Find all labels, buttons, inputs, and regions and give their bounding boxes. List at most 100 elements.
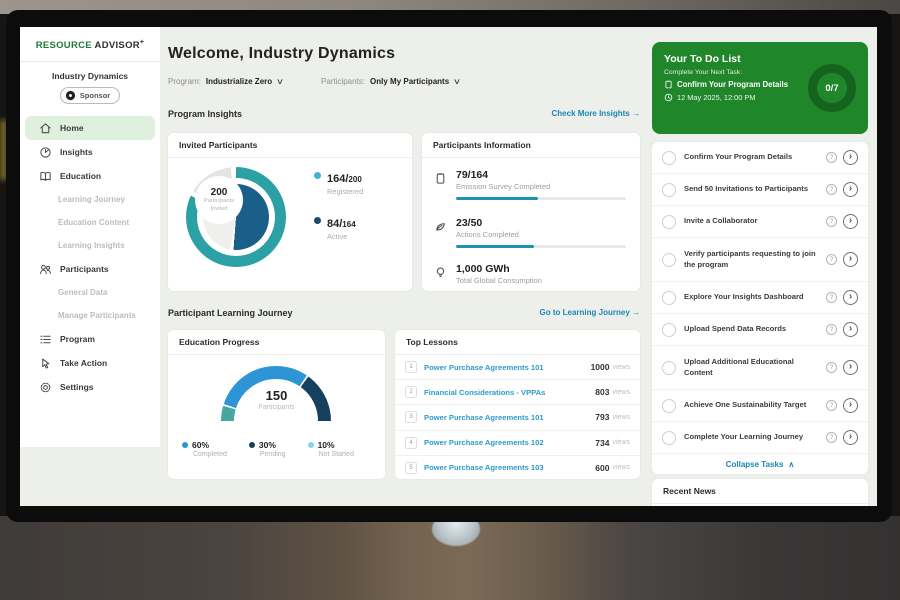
todo-due-date: 12 May 2025, 12:00 PM — [664, 93, 788, 102]
lesson-link[interactable]: Power Purchase Agreements 103 — [424, 463, 544, 473]
checkbox[interactable] — [662, 290, 676, 305]
chevron-right-button[interactable]: › — [843, 430, 858, 445]
gauge-label: Participants — [258, 404, 295, 411]
sidebar-item-label: Participants — [60, 264, 109, 275]
todo-item[interactable]: Upload Additional Educational Content ? … — [652, 346, 868, 390]
chevron-right-button[interactable]: › — [843, 214, 858, 229]
todo-progress-ring: 0/7 — [808, 64, 856, 112]
chevron-up-icon: ∧ — [788, 459, 795, 469]
help-icon[interactable]: ? — [826, 152, 837, 163]
sponsor-badge-label: Sponsor — [79, 91, 111, 101]
todo-item[interactable]: Invite a Collaborator ? › — [652, 206, 868, 238]
logo-advisor: ADVISOR+ — [94, 39, 145, 52]
checkbox[interactable] — [662, 430, 676, 445]
todo-next-task: Confirm Your Program Details — [664, 80, 788, 89]
chevron-down-icon: ∨ — [453, 77, 462, 86]
todo-title: Your To Do List — [664, 53, 741, 65]
sidebar-item-learning-journey[interactable]: Learning Journey — [20, 188, 160, 211]
check-more-insights-link[interactable]: Check More Insights → — [551, 109, 640, 118]
todo-summary-card: Your To Do List Complete Your Next Task:… — [652, 42, 868, 134]
checkbox[interactable] — [662, 398, 676, 413]
todo-item[interactable]: Verify participants requesting to join t… — [652, 238, 868, 282]
checkbox[interactable] — [662, 322, 676, 337]
help-icon[interactable]: ? — [826, 400, 837, 411]
participants-filter[interactable]: Participants: Only My Participants ∨ — [321, 77, 462, 86]
sidebar-item-label: Manage Participants — [58, 311, 136, 321]
todo-item[interactable]: Send 50 Invitations to Participants ? › — [652, 174, 868, 206]
lesson-views: 803 — [595, 387, 610, 398]
lesson-link[interactable]: Financial Considerations - VPPAs — [424, 387, 546, 397]
chevron-right-button[interactable]: › — [843, 290, 858, 305]
education-icon — [39, 170, 52, 183]
chevron-right-button[interactable]: › — [843, 252, 858, 267]
help-icon[interactable]: ? — [826, 216, 837, 227]
participants-filter-label: Participants: — [321, 77, 366, 86]
help-icon[interactable]: ? — [826, 324, 837, 335]
progress-fill — [456, 197, 538, 200]
legend-item-not-started: 10% Not Started — [307, 440, 354, 458]
sidebar-item-settings[interactable]: Settings — [25, 375, 155, 399]
legend-item-pending: 30% Pending — [248, 440, 286, 458]
chevron-right-button[interactable]: › — [843, 150, 858, 165]
todo-item[interactable]: Explore Your Insights Dashboard ? › — [652, 282, 868, 314]
learning-journey-heading: Participant Learning Journey — [168, 308, 293, 318]
checkbox[interactable] — [662, 182, 676, 197]
sidebar-item-take-action[interactable]: Take Action — [25, 351, 155, 375]
stat-value: 79/164 — [456, 169, 489, 181]
program-icon — [39, 333, 52, 346]
lesson-rank: 5 — [405, 461, 417, 474]
sidebar-item-label: General Data — [58, 288, 108, 298]
lesson-link[interactable]: Power Purchase Agreements 102 — [424, 438, 544, 448]
lesson-link[interactable]: Power Purchase Agreements 101 — [424, 362, 544, 372]
help-icon[interactable]: ? — [826, 184, 837, 195]
help-icon[interactable]: ? — [826, 362, 837, 373]
sidebar: RESOURCE ADVISOR+ Industry Dynamics Spon… — [20, 27, 160, 447]
sidebar-item-manage-participants[interactable]: Manage Participants — [20, 304, 160, 327]
checkbox[interactable] — [662, 150, 676, 165]
sidebar-item-education[interactable]: Education — [25, 164, 155, 188]
todo-item[interactable]: Complete Your Learning Journey ? › — [652, 422, 868, 454]
sidebar-item-program[interactable]: Program — [25, 327, 155, 351]
help-icon[interactable]: ? — [826, 432, 837, 443]
chevron-right-button[interactable]: › — [843, 398, 858, 413]
legend-item-active: 84/164 Active — [314, 214, 363, 241]
todo-item[interactable]: Upload Spend Data Records ? › — [652, 314, 868, 346]
help-icon[interactable]: ? — [826, 254, 837, 265]
app-screen: RESOURCE ADVISOR+ Industry Dynamics Spon… — [20, 27, 877, 506]
org-name: Industry Dynamics — [51, 71, 129, 82]
legend-dot — [314, 172, 321, 179]
stat-value: 1,000 GWh — [456, 263, 510, 275]
checkbox[interactable] — [662, 214, 676, 229]
lesson-rank: 3 — [405, 411, 417, 424]
lesson-link[interactable]: Power Purchase Agreements 101 — [424, 412, 544, 422]
sidebar-item-label: Learning Insights — [58, 241, 125, 251]
chevron-right-button[interactable]: › — [843, 360, 858, 375]
lesson-row: 4 Power Purchase Agreements 102 734 view… — [395, 431, 640, 456]
sidebar-item-label: Education — [60, 171, 102, 182]
sidebar-item-learning-insights[interactable]: Learning Insights — [20, 234, 160, 257]
todo-item[interactable]: Achieve One Sustainability Target ? › — [652, 390, 868, 422]
sidebar-item-home[interactable]: Home — [25, 116, 155, 141]
todo-progress-value: 0/7 — [825, 82, 839, 94]
stat-label: Total Global Consumption — [456, 276, 542, 285]
go-to-learning-journey-link[interactable]: Go to Learning Journey → — [539, 308, 640, 317]
lesson-views: 1000 — [590, 362, 610, 373]
lesson-rank: 2 — [405, 386, 417, 399]
checkbox[interactable] — [662, 252, 676, 267]
chevron-right-button[interactable]: › — [843, 182, 858, 197]
program-filter[interactable]: Program: Industrialize Zero ∨ — [168, 77, 284, 86]
sidebar-item-participants[interactable]: Participants — [25, 257, 155, 281]
sidebar-divider — [20, 61, 160, 63]
sidebar-item-education-content[interactable]: Education Content — [20, 211, 160, 234]
progress-fill — [456, 245, 535, 248]
lesson-rank: 4 — [405, 436, 417, 449]
stat-value: 23/50 — [456, 217, 483, 229]
help-icon[interactable]: ? — [826, 292, 837, 303]
sidebar-item-general-data[interactable]: General Data — [20, 281, 160, 304]
checkbox[interactable] — [662, 360, 676, 375]
collapse-tasks-link[interactable]: Collapse Tasks ∧ — [725, 459, 795, 469]
chevron-right-button[interactable]: › — [843, 322, 858, 337]
todo-item[interactable]: Confirm Your Program Details ? › — [652, 142, 868, 174]
insights-icon — [39, 146, 52, 159]
sidebar-item-insights[interactable]: Insights — [25, 140, 155, 164]
